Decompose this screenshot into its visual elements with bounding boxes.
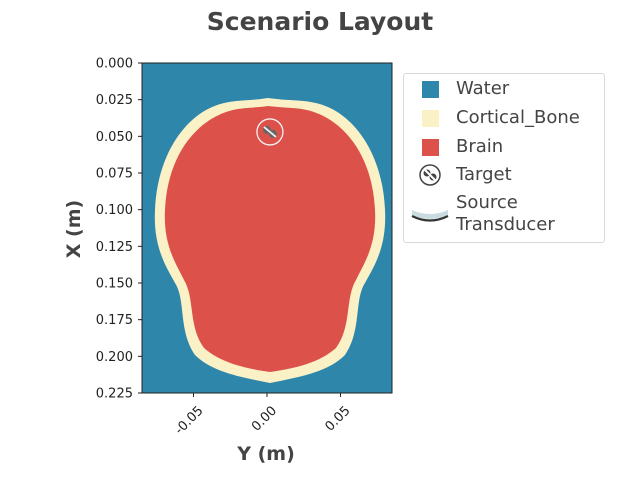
y-tick-label: 0.050 xyxy=(96,130,133,145)
target-icon xyxy=(419,164,441,186)
legend-label-source-transducer: Source Transducer xyxy=(456,192,555,235)
y-tick-label: 0.200 xyxy=(96,350,133,365)
y-tick-label: 0.000 xyxy=(96,57,133,72)
legend-label-target: Target xyxy=(456,164,512,185)
chart-title: Scenario Layout xyxy=(207,7,434,36)
y-tick-label: 0.025 xyxy=(96,93,133,108)
legend: Water Cortical_Bone Brain Target Source … xyxy=(403,73,605,243)
y-tick-label: 0.075 xyxy=(96,167,133,182)
legend-item-water: Water xyxy=(404,76,509,102)
x-axis-label: Y (m) xyxy=(236,443,295,465)
legend-item-brain: Brain xyxy=(404,134,503,160)
legend-item-cortical-bone: Cortical_Bone xyxy=(404,105,580,131)
y-tick-label: 0.125 xyxy=(96,240,133,255)
legend-label-water: Water xyxy=(456,78,510,99)
x-tick-label: 0.00 xyxy=(249,403,280,434)
target-marker xyxy=(256,118,284,146)
x-tick-label: 0.05 xyxy=(322,403,353,434)
plot-area xyxy=(141,62,393,394)
y-axis-label: X (m) xyxy=(63,200,85,258)
water-swatch xyxy=(421,80,439,98)
transducer-icon xyxy=(411,210,449,222)
y-axis: 0.000 0.025 0.050 0.075 0.100 0.125 0.150 0.175… xyxy=(96,57,142,402)
brain-region xyxy=(164,106,376,372)
legend-label-brain: Brain xyxy=(456,136,504,157)
x-tick-label: -0.05 xyxy=(172,403,206,437)
x-axis: -0.05 0.00 0.05 xyxy=(172,393,354,438)
legend-label-cortical-bone: Cortical_Bone xyxy=(456,107,580,128)
cortical-bone-swatch xyxy=(421,109,439,127)
y-tick-label: 0.100 xyxy=(96,203,133,218)
brain-swatch xyxy=(421,138,439,156)
y-tick-label: 0.225 xyxy=(96,387,133,402)
legend-item-source-transducer: Source Transducer xyxy=(404,192,596,236)
y-tick-label: 0.175 xyxy=(96,313,133,328)
legend-item-target: Target xyxy=(404,162,512,188)
y-tick-label: 0.150 xyxy=(96,277,133,292)
